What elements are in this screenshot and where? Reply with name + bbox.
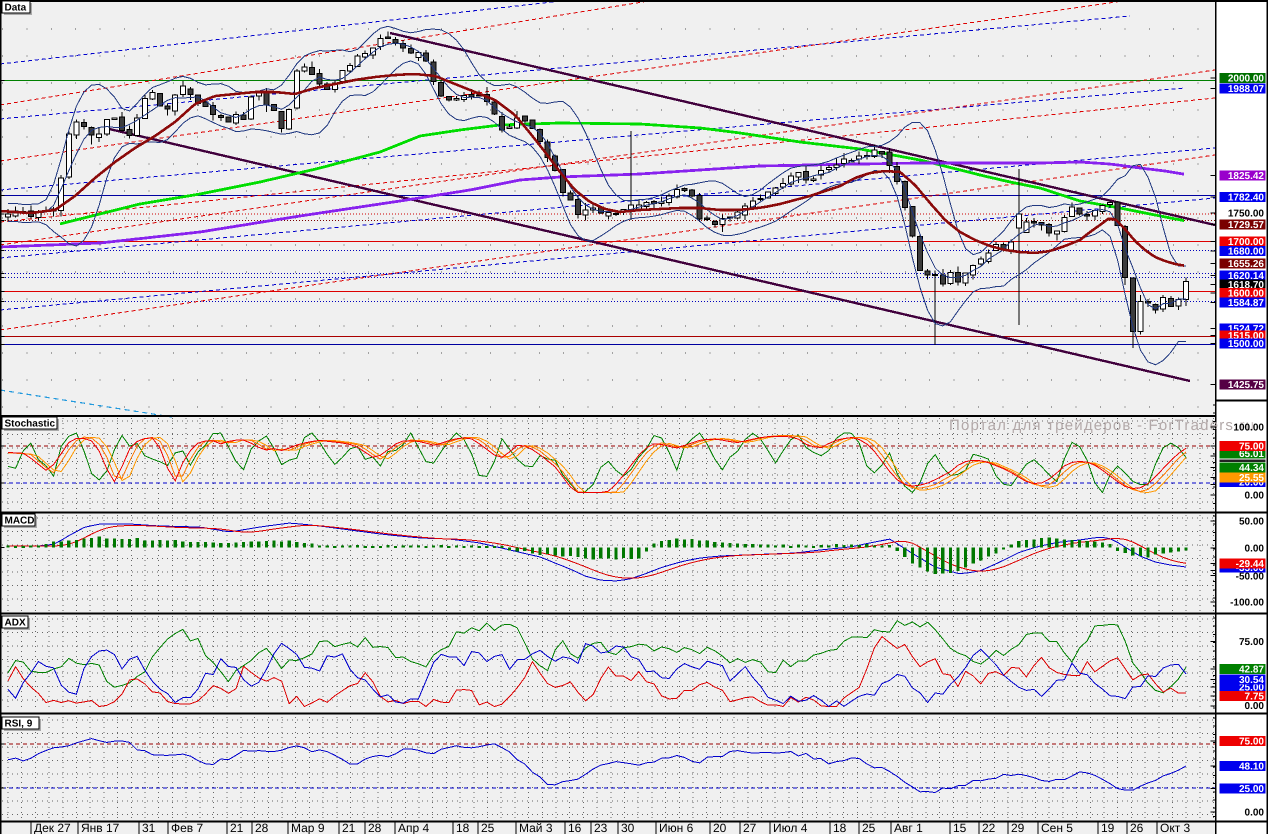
svg-text:-29.44: -29.44 — [1236, 559, 1265, 570]
svg-text:7.75: 7.75 — [1245, 692, 1265, 703]
svg-text:1750.00: 1750.00 — [1228, 209, 1265, 220]
svg-text:1618.70: 1618.70 — [1228, 280, 1265, 291]
svg-text:Дек 27: Дек 27 — [34, 821, 71, 834]
svg-text:31: 31 — [142, 821, 156, 834]
svg-text:29: 29 — [1011, 821, 1025, 834]
svg-text:0.00: 0.00 — [1245, 808, 1265, 819]
svg-text:20: 20 — [713, 821, 727, 834]
svg-text:26: 26 — [1130, 821, 1144, 834]
svg-text:1825.42: 1825.42 — [1228, 171, 1265, 182]
svg-text:44.34: 44.34 — [1239, 463, 1264, 474]
svg-text:Май 3: Май 3 — [519, 821, 553, 834]
svg-text:0.00: 0.00 — [1245, 544, 1265, 555]
svg-text:Мар 9: Мар 9 — [291, 821, 325, 834]
svg-text:22: 22 — [982, 821, 996, 834]
svg-text:Июл 4: Июл 4 — [773, 821, 808, 834]
svg-text:100.00: 100.00 — [1233, 423, 1264, 434]
svg-text:30: 30 — [621, 821, 635, 834]
svg-text:RSI, 9: RSI, 9 — [5, 719, 33, 730]
svg-text:Сен 5: Сен 5 — [1041, 821, 1073, 834]
svg-text:Апр 4: Апр 4 — [398, 821, 430, 834]
svg-text:1729.57: 1729.57 — [1228, 220, 1265, 231]
svg-text:Авг 1: Авг 1 — [894, 821, 923, 834]
svg-text:1988.07: 1988.07 — [1228, 84, 1265, 95]
svg-text:1680.00: 1680.00 — [1228, 247, 1265, 258]
svg-text:Фев 7: Фев 7 — [171, 821, 204, 834]
svg-text:75.00: 75.00 — [1239, 442, 1264, 453]
svg-text:1655.26: 1655.26 — [1228, 259, 1265, 270]
svg-text:25: 25 — [862, 821, 876, 834]
svg-text:0.00: 0.00 — [1245, 491, 1265, 502]
svg-text:2000.00: 2000.00 — [1228, 74, 1265, 85]
svg-text:27: 27 — [743, 821, 757, 834]
svg-text:42.87: 42.87 — [1239, 665, 1264, 676]
svg-text:20.00: 20.00 — [1239, 478, 1264, 489]
svg-text:Июн 6: Июн 6 — [659, 821, 694, 834]
svg-text:50.00: 50.00 — [1239, 517, 1264, 528]
svg-text:1515.00: 1515.00 — [1228, 331, 1265, 342]
svg-text:75.00: 75.00 — [1239, 737, 1264, 748]
svg-text:Янв 17: Янв 17 — [81, 821, 120, 834]
svg-text:25: 25 — [481, 821, 495, 834]
svg-text:Окт 3: Окт 3 — [1160, 821, 1191, 834]
svg-text:23: 23 — [594, 821, 608, 834]
svg-text:15: 15 — [953, 821, 967, 834]
svg-text:Stochastic: Stochastic — [5, 419, 56, 430]
svg-text:21: 21 — [230, 821, 244, 834]
svg-text:16: 16 — [568, 821, 582, 834]
svg-text:48.10: 48.10 — [1239, 762, 1264, 773]
svg-text:1620.14: 1620.14 — [1228, 271, 1265, 282]
svg-text:65.01: 65.01 — [1239, 449, 1264, 460]
svg-text:1524.72: 1524.72 — [1228, 324, 1265, 335]
svg-text:25.00: 25.00 — [1239, 683, 1264, 694]
svg-text:0.00: 0.00 — [1245, 701, 1265, 712]
svg-text:30.54: 30.54 — [1239, 675, 1264, 686]
svg-text:1700.00: 1700.00 — [1228, 237, 1265, 248]
svg-text:1782.40: 1782.40 — [1228, 193, 1265, 204]
svg-text:21: 21 — [342, 821, 356, 834]
svg-text:-50.00: -50.00 — [1236, 572, 1265, 583]
svg-text:Data: Data — [5, 3, 27, 14]
svg-text:75.00: 75.00 — [1239, 637, 1264, 648]
svg-text:-100.00: -100.00 — [1230, 598, 1264, 609]
svg-text:1584.87: 1584.87 — [1228, 298, 1265, 309]
svg-text:18: 18 — [833, 821, 847, 834]
svg-text:18: 18 — [456, 821, 470, 834]
svg-text:19: 19 — [1101, 821, 1115, 834]
svg-text:1500.00: 1500.00 — [1228, 339, 1265, 350]
svg-text:28: 28 — [255, 821, 269, 834]
svg-text:Портал для трейдеров - ForTrad: Портал для трейдеров - ForTraders.ru — [949, 417, 1255, 434]
svg-text:28: 28 — [368, 821, 382, 834]
svg-text:-35.00: -35.00 — [1236, 563, 1265, 574]
svg-text:ADX: ADX — [5, 618, 26, 629]
svg-text:1600.00: 1600.00 — [1228, 289, 1265, 300]
svg-text:25.55: 25.55 — [1239, 473, 1264, 484]
svg-text:1425.75: 1425.75 — [1228, 380, 1265, 391]
svg-text:MACD: MACD — [5, 516, 35, 527]
svg-text:25.00: 25.00 — [1239, 784, 1264, 795]
